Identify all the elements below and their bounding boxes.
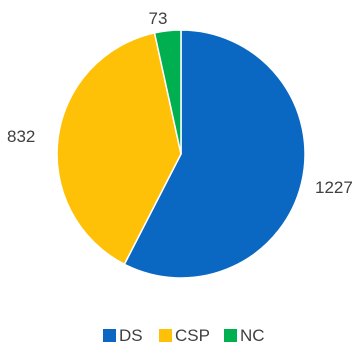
legend: DS CSP NC: [103, 326, 265, 345]
legend-marker-csp: [159, 329, 172, 342]
legend-label-ds: DS: [119, 326, 143, 345]
data-label-ds: 1227: [315, 178, 353, 197]
pie-slices: [56, 29, 306, 279]
legend-marker-ds: [103, 329, 116, 342]
data-label-csp: 832: [7, 127, 35, 146]
pie-slice-ds: [123, 29, 306, 279]
legend-marker-nc: [224, 329, 237, 342]
legend-label-csp: CSP: [175, 326, 210, 345]
pie-slice-nc: [153, 29, 182, 155]
pie-data-labels: 1227 832 73: [7, 9, 353, 197]
pie-slice-csp: [56, 31, 182, 266]
data-label-nc: 73: [149, 9, 168, 28]
legend-label-nc: NC: [240, 326, 265, 345]
